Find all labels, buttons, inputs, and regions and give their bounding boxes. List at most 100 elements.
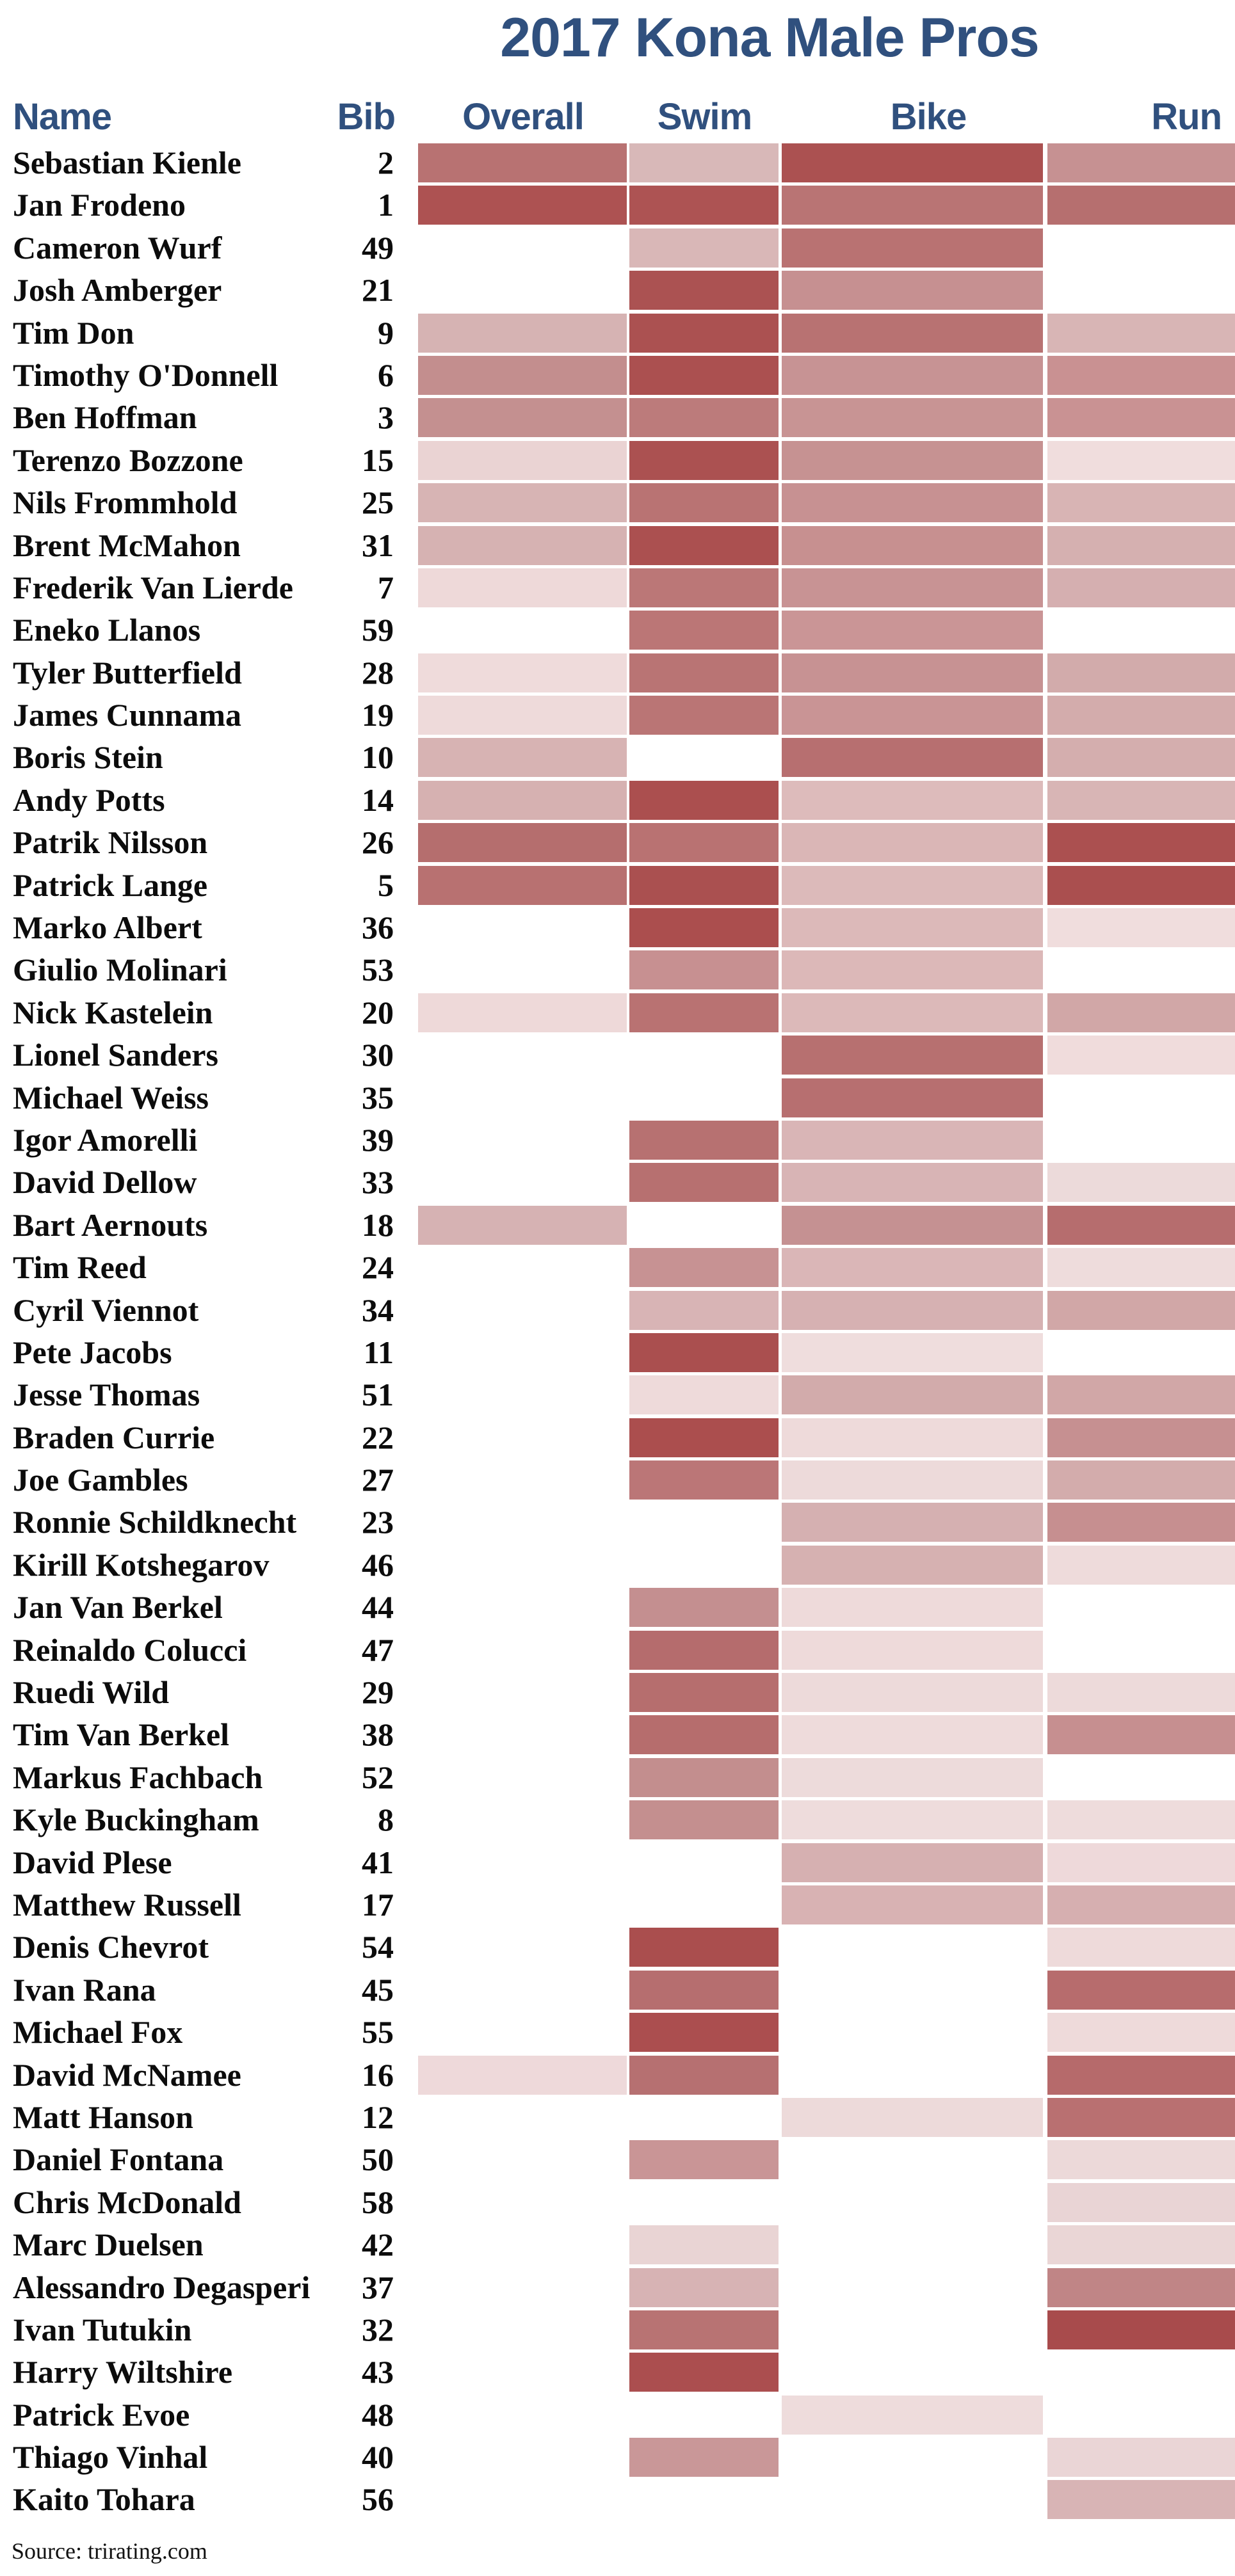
bib-number: 39 — [362, 1122, 394, 1158]
swim-rating-cell — [629, 441, 779, 480]
athlete-name: David Dellow — [13, 1164, 197, 1200]
table-row: Tim Van Berkel 38 — [0, 1715, 1235, 1754]
bib-number: 41 — [362, 1844, 394, 1880]
bib-number: 1 — [378, 187, 394, 223]
bib-number: 27 — [362, 1462, 394, 1498]
run-rating-cell — [1047, 993, 1235, 1032]
run-rating-cell — [1047, 1843, 1235, 1882]
table-row: Marko Albert 36 — [0, 908, 1235, 947]
bike-rating-cell — [782, 526, 1043, 565]
table-row: Marc Duelsen 42 — [0, 2225, 1235, 2264]
table-row: Jesse Thomas 51 — [0, 1375, 1235, 1414]
overall-rating-cell — [418, 653, 627, 692]
bib-number: 43 — [362, 2354, 394, 2390]
swim-rating-cell — [629, 823, 779, 862]
bike-rating-cell — [782, 1163, 1043, 1202]
table-row: Kyle Buckingham 8 — [0, 1800, 1235, 1839]
athlete-name: Lionel Sanders — [13, 1037, 218, 1073]
swim-rating-cell — [629, 1715, 779, 1754]
overall-rating-cell — [418, 568, 627, 607]
athlete-name: Michael Fox — [13, 2014, 183, 2050]
bike-rating-cell — [782, 271, 1043, 310]
table-row: Michael Fox 55 — [0, 2013, 1235, 2052]
swim-rating-cell — [629, 2056, 779, 2095]
athlete-name: Cyril Viennot — [13, 1292, 199, 1328]
swim-rating-cell — [629, 1121, 779, 1160]
run-rating-cell — [1047, 2438, 1235, 2477]
run-rating-cell — [1047, 1036, 1235, 1075]
table-row: Patrik Nilsson 26 — [0, 823, 1235, 862]
bike-rating-cell — [782, 1885, 1043, 1924]
run-rating-cell — [1047, 2480, 1235, 2519]
athlete-name: Patrick Lange — [13, 867, 208, 903]
athlete-name: Cameron Wurf — [13, 230, 222, 266]
bib-number: 17 — [362, 1887, 394, 1923]
run-rating-cell — [1047, 2098, 1235, 2137]
table-row: Andy Potts 14 — [0, 781, 1235, 820]
bike-rating-cell — [782, 1758, 1043, 1797]
bib-number: 42 — [362, 2227, 394, 2262]
table-row: Kirill Kotshegarov 46 — [0, 1546, 1235, 1585]
bib-number: 15 — [362, 442, 394, 478]
run-rating-cell — [1047, 1291, 1235, 1330]
table-row: Jan Frodeno 1 — [0, 186, 1235, 225]
athlete-name: Pete Jacobs — [13, 1334, 172, 1370]
bike-rating-cell — [782, 1843, 1043, 1882]
athlete-name: Terenzo Bozzone — [13, 442, 243, 478]
bib-number: 28 — [362, 655, 394, 691]
column-header-bike: Bike — [890, 96, 967, 138]
athlete-name: Alessandro Degasperi — [13, 2269, 311, 2305]
bib-number: 52 — [362, 1759, 394, 1795]
table-row: Cameron Wurf 49 — [0, 228, 1235, 268]
table-row: Kaito Tohara 56 — [0, 2480, 1235, 2519]
overall-rating-cell — [418, 483, 627, 522]
run-rating-cell — [1047, 1715, 1235, 1754]
bike-rating-cell — [782, 823, 1043, 862]
bike-rating-cell — [782, 1333, 1043, 1372]
bib-number: 50 — [362, 2141, 394, 2177]
overall-rating-cell — [418, 526, 627, 565]
athlete-name: Timothy O'Donnell — [13, 357, 278, 393]
athlete-name: Sebastian Kienle — [13, 145, 241, 180]
table-row: Frederik Van Lierde 7 — [0, 568, 1235, 607]
swim-rating-cell — [629, 611, 779, 650]
athlete-name: Ivan Tutukin — [13, 2312, 192, 2348]
column-header-bib: Bib — [337, 96, 396, 138]
athlete-name: Tim Reed — [13, 1249, 147, 1285]
overall-rating-cell — [418, 398, 627, 437]
run-rating-cell — [1047, 738, 1235, 777]
run-rating-cell — [1047, 1928, 1235, 1967]
run-rating-cell — [1047, 1206, 1235, 1245]
bib-number: 3 — [378, 399, 394, 435]
bike-rating-cell — [782, 781, 1043, 820]
bib-number: 44 — [362, 1589, 394, 1625]
bike-rating-cell — [782, 1546, 1043, 1585]
athlete-name: Ben Hoffman — [13, 399, 197, 435]
table-row: Patrick Evoe 48 — [0, 2396, 1235, 2435]
overall-rating-cell — [418, 314, 627, 353]
table-row: Daniel Fontana 50 — [0, 2140, 1235, 2179]
swim-rating-cell — [629, 2225, 779, 2264]
table-row: Eneko Llanos 59 — [0, 611, 1235, 650]
table-row: David Plese 41 — [0, 1843, 1235, 1882]
bib-number: 36 — [362, 909, 394, 945]
bib-number: 2 — [378, 145, 394, 180]
bib-number: 21 — [362, 272, 394, 308]
swim-rating-cell — [629, 1418, 779, 1457]
run-rating-cell — [1047, 1503, 1235, 1542]
bib-number: 56 — [362, 2481, 394, 2517]
run-rating-cell — [1047, 441, 1235, 480]
bib-number: 11 — [363, 1334, 394, 1370]
table-row: Ben Hoffman 3 — [0, 398, 1235, 437]
column-header-overall: Overall — [462, 96, 585, 138]
bike-rating-cell — [782, 2396, 1043, 2435]
table-row: Chris McDonald 58 — [0, 2183, 1235, 2222]
athlete-name: Kyle Buckingham — [13, 1802, 259, 1837]
bib-number: 34 — [362, 1292, 394, 1328]
run-rating-cell — [1047, 908, 1235, 947]
bike-rating-cell — [782, 1206, 1043, 1245]
table-row: Markus Fachbach 52 — [0, 1758, 1235, 1797]
source-attribution: Source: trirating.com — [12, 2538, 207, 2564]
overall-rating-cell — [418, 2056, 627, 2095]
athlete-name: Tim Van Berkel — [13, 1716, 230, 1752]
